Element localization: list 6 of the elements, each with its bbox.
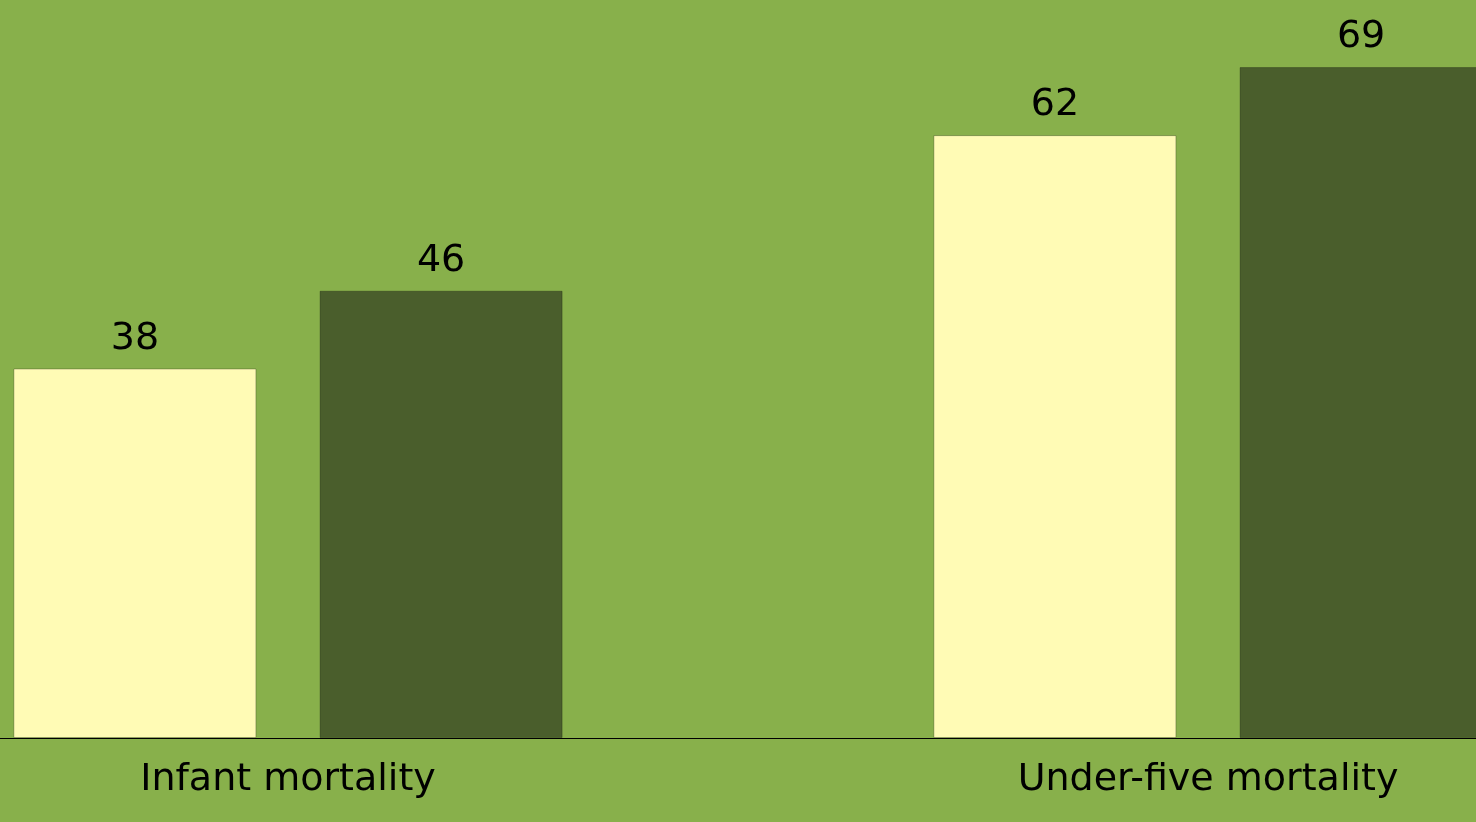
x-tick-label: Under-five mortality (1017, 755, 1399, 799)
x-tick-label: Infant mortality (140, 755, 436, 799)
data-label: 46 (416, 235, 466, 280)
data-label: 62 (1030, 80, 1080, 125)
data-label: 38 (110, 313, 160, 358)
data-label: 69 (1336, 12, 1386, 57)
